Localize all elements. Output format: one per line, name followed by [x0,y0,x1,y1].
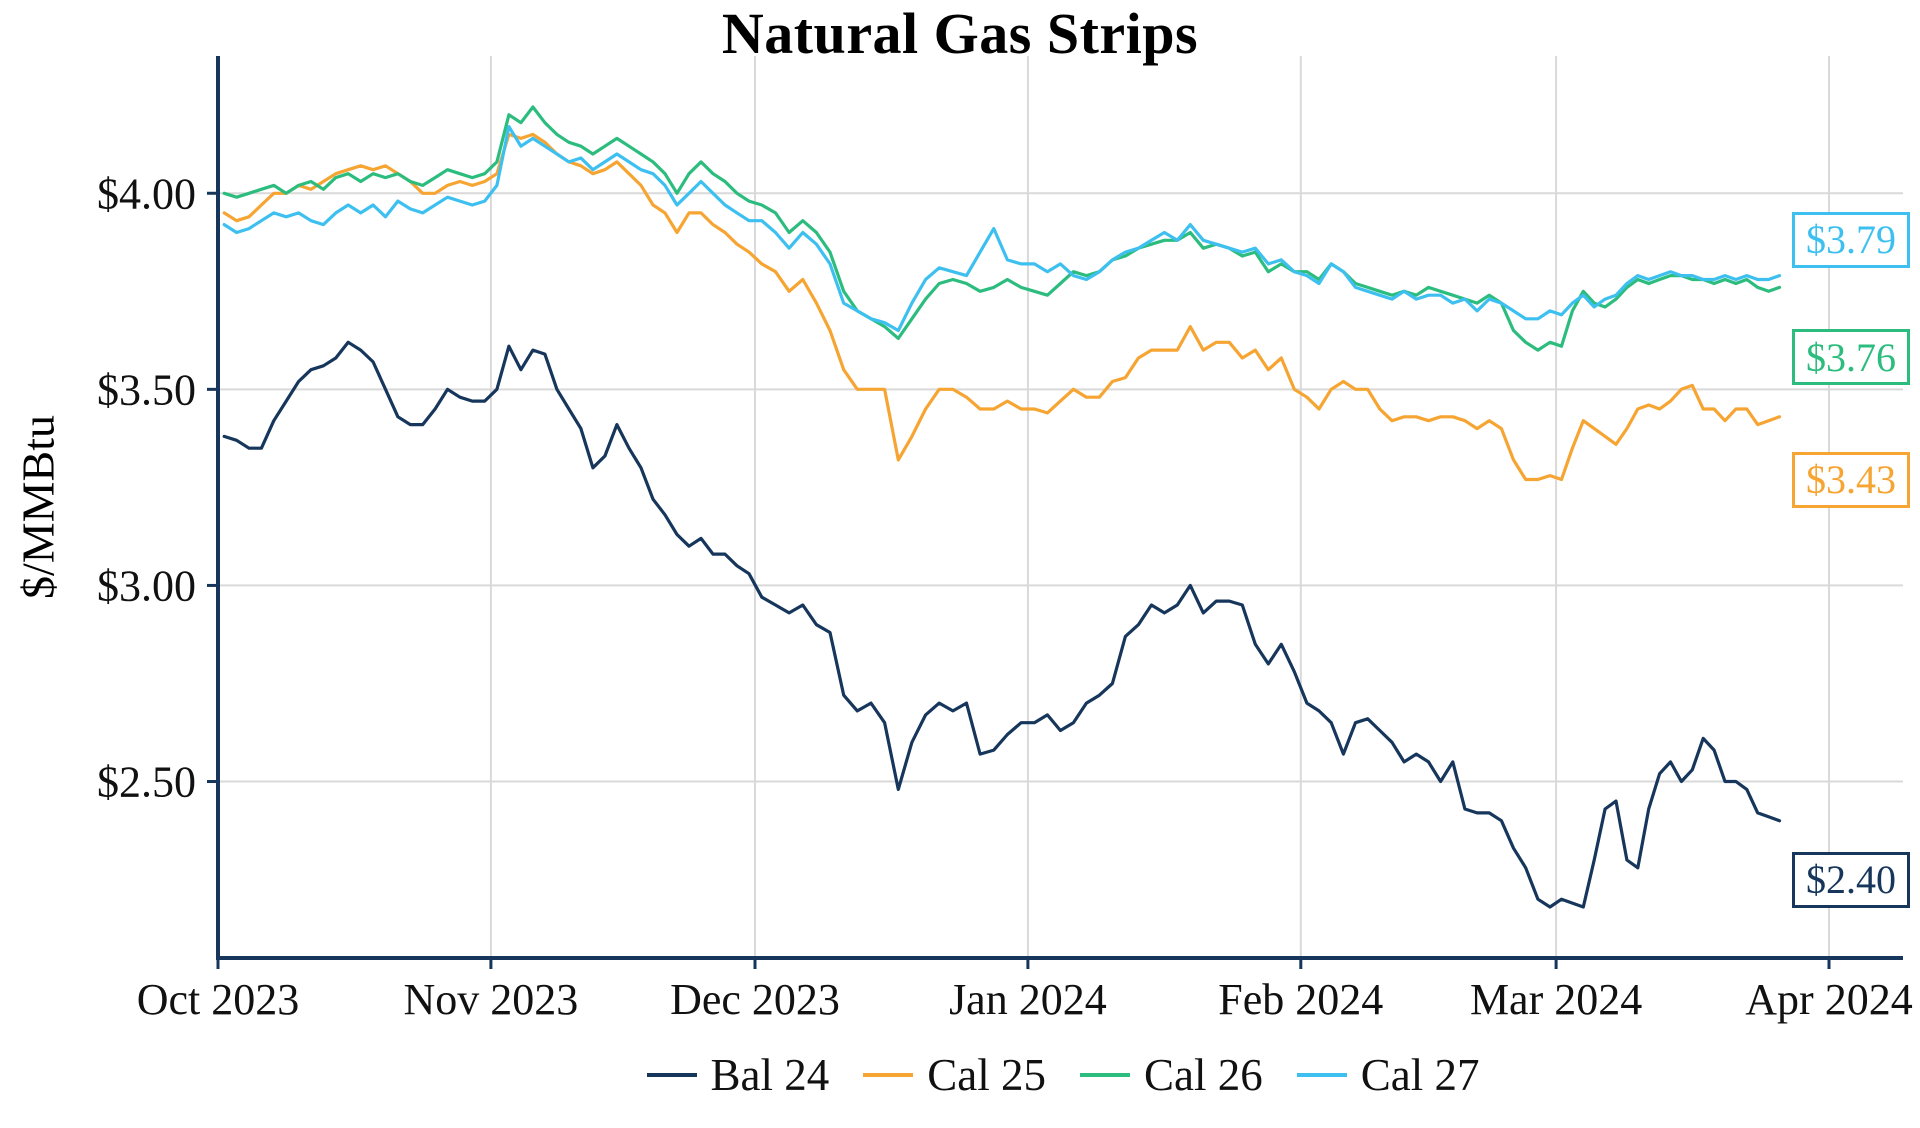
end-label-cal-26: $3.76 [1792,329,1910,386]
y-tick-label: $3.50 [97,365,196,414]
x-tick-label: Feb 2024 [1218,975,1383,1024]
y-tick-label: $2.50 [97,758,196,807]
y-tick-label: $4.00 [97,169,196,218]
x-tick-label: Dec 2023 [670,975,840,1024]
legend-swatch-icon [646,1073,697,1077]
legend-swatch-icon [863,1073,914,1077]
legend-label: Cal 26 [1144,1050,1263,1100]
x-tick-label: Oct 2023 [137,975,300,1024]
end-label-bal-24: $2.40 [1792,851,1910,908]
legend-item-cal-26: Cal 26 [1080,1049,1263,1101]
x-tick-label: Jan 2024 [949,975,1107,1024]
end-label-cal-25: $3.43 [1792,451,1910,508]
series-line-cal-27 [222,124,1782,333]
legend-item-cal-25: Cal 25 [863,1049,1046,1101]
series-line-cal-25 [222,132,1782,482]
legend-label: Cal 25 [927,1050,1046,1100]
x-tick-label: Mar 2024 [1470,975,1642,1024]
end-label-cal-27: $3.79 [1792,211,1910,268]
legend-swatch-icon [1080,1073,1130,1077]
legend-label: Cal 27 [1360,1050,1480,1100]
series-line-cal-26 [222,105,1782,352]
legend: Bal 24 Cal 25 Cal 26 Cal 27 [218,1040,1908,1110]
legend-label: Bal 24 [710,1050,830,1100]
x-tick-label: Nov 2023 [404,975,579,1024]
y-tick-label: $3.00 [97,561,196,610]
x-tick-label: Apr 2024 [1745,975,1912,1024]
legend-swatch-icon [1296,1073,1347,1077]
series-line-bal-24 [222,340,1782,909]
chart-title: Natural Gas Strips [721,1,1199,66]
legend-item-bal-24: Bal 24 [646,1049,830,1101]
legend-item-cal-27: Cal 27 [1296,1049,1480,1101]
